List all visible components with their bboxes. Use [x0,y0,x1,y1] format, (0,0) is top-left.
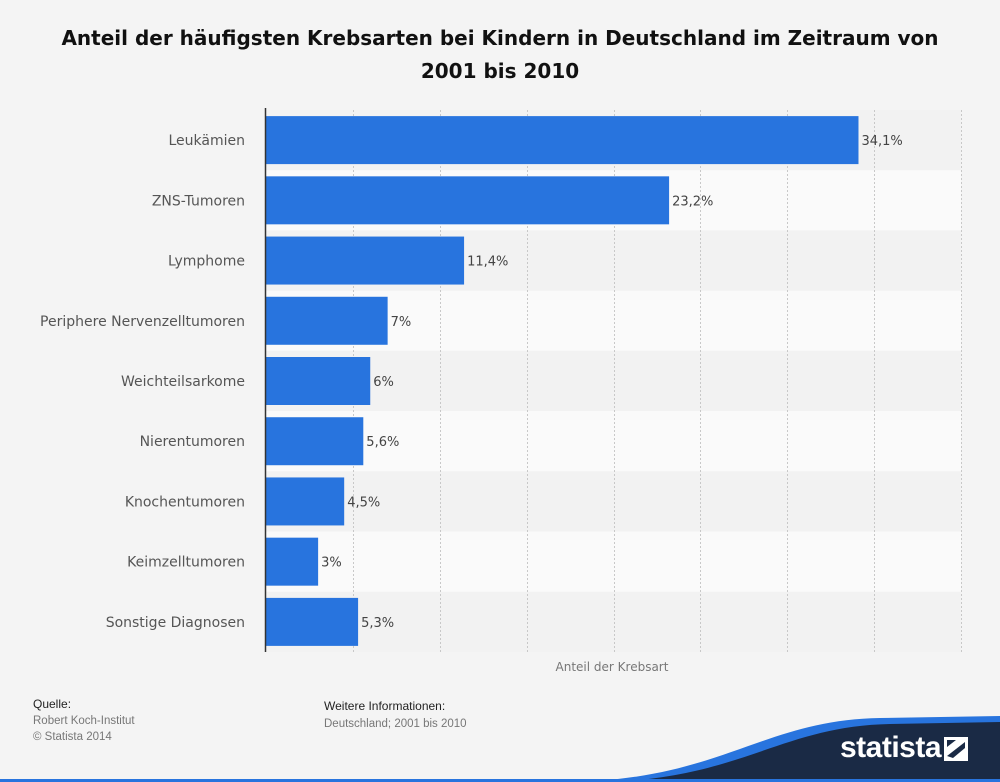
source-line-1: Robert Koch-Institut [33,715,135,727]
chart-title: Anteil der häufigsten Krebsarten bei Kin… [61,26,939,83]
category-label: Nierentumoren [140,434,245,450]
source-line-2: © Statista 2014 [33,731,112,743]
bar [266,116,859,165]
statista-brand-name: statista [840,731,942,764]
value-labels: 34,1% 23,2% 11,4% 7% 6% 5,6% 4,5% 3% 5,3% [321,134,903,631]
statista-logo-icon [944,737,968,761]
bar [266,597,359,646]
bar [266,236,465,285]
category-labels: Leukämien ZNS-Tumoren Lymphome Periphere Ne… [40,133,245,631]
data-label: 23,2% [672,194,713,209]
category-label: Weichteilsarkome [121,374,245,390]
data-label: 34,1% [861,134,902,149]
data-label: 4,5% [347,495,380,510]
category-label: Lymphome [168,254,245,270]
data-label: 11,4% [467,255,508,270]
bar [266,537,319,586]
data-label: 3% [321,556,342,571]
bar [266,296,388,345]
info-text: Deutschland; 2001 bis 2010 [324,718,467,730]
category-label: Sonstige Diagnosen [106,615,245,631]
bar [266,417,364,466]
category-label: Knochentumoren [125,494,245,510]
x-axis-title: Anteil der Krebsart [556,660,669,674]
footer-band [560,716,1000,782]
data-label: 6% [373,375,394,390]
row-band [266,471,961,532]
row-band [266,411,961,472]
data-label: 5,6% [366,435,399,450]
row-band [266,591,961,652]
category-label: Keimzelltumoren [127,555,245,571]
bar [266,357,371,405]
info-heading: Weitere Informationen: [324,699,446,713]
row-band [266,350,961,412]
category-label: Leukämien [169,133,246,149]
bar [266,477,345,526]
bars [266,116,859,646]
bottom-stripe [0,779,1000,782]
category-label: ZNS-Tumoren [152,193,245,209]
data-label: 5,3% [361,616,394,631]
row-band [266,531,961,592]
bar [266,176,670,225]
source-heading: Quelle: [33,697,72,711]
data-label: 7% [391,315,412,330]
category-label: Periphere Nervenzelltumoren [40,314,245,330]
